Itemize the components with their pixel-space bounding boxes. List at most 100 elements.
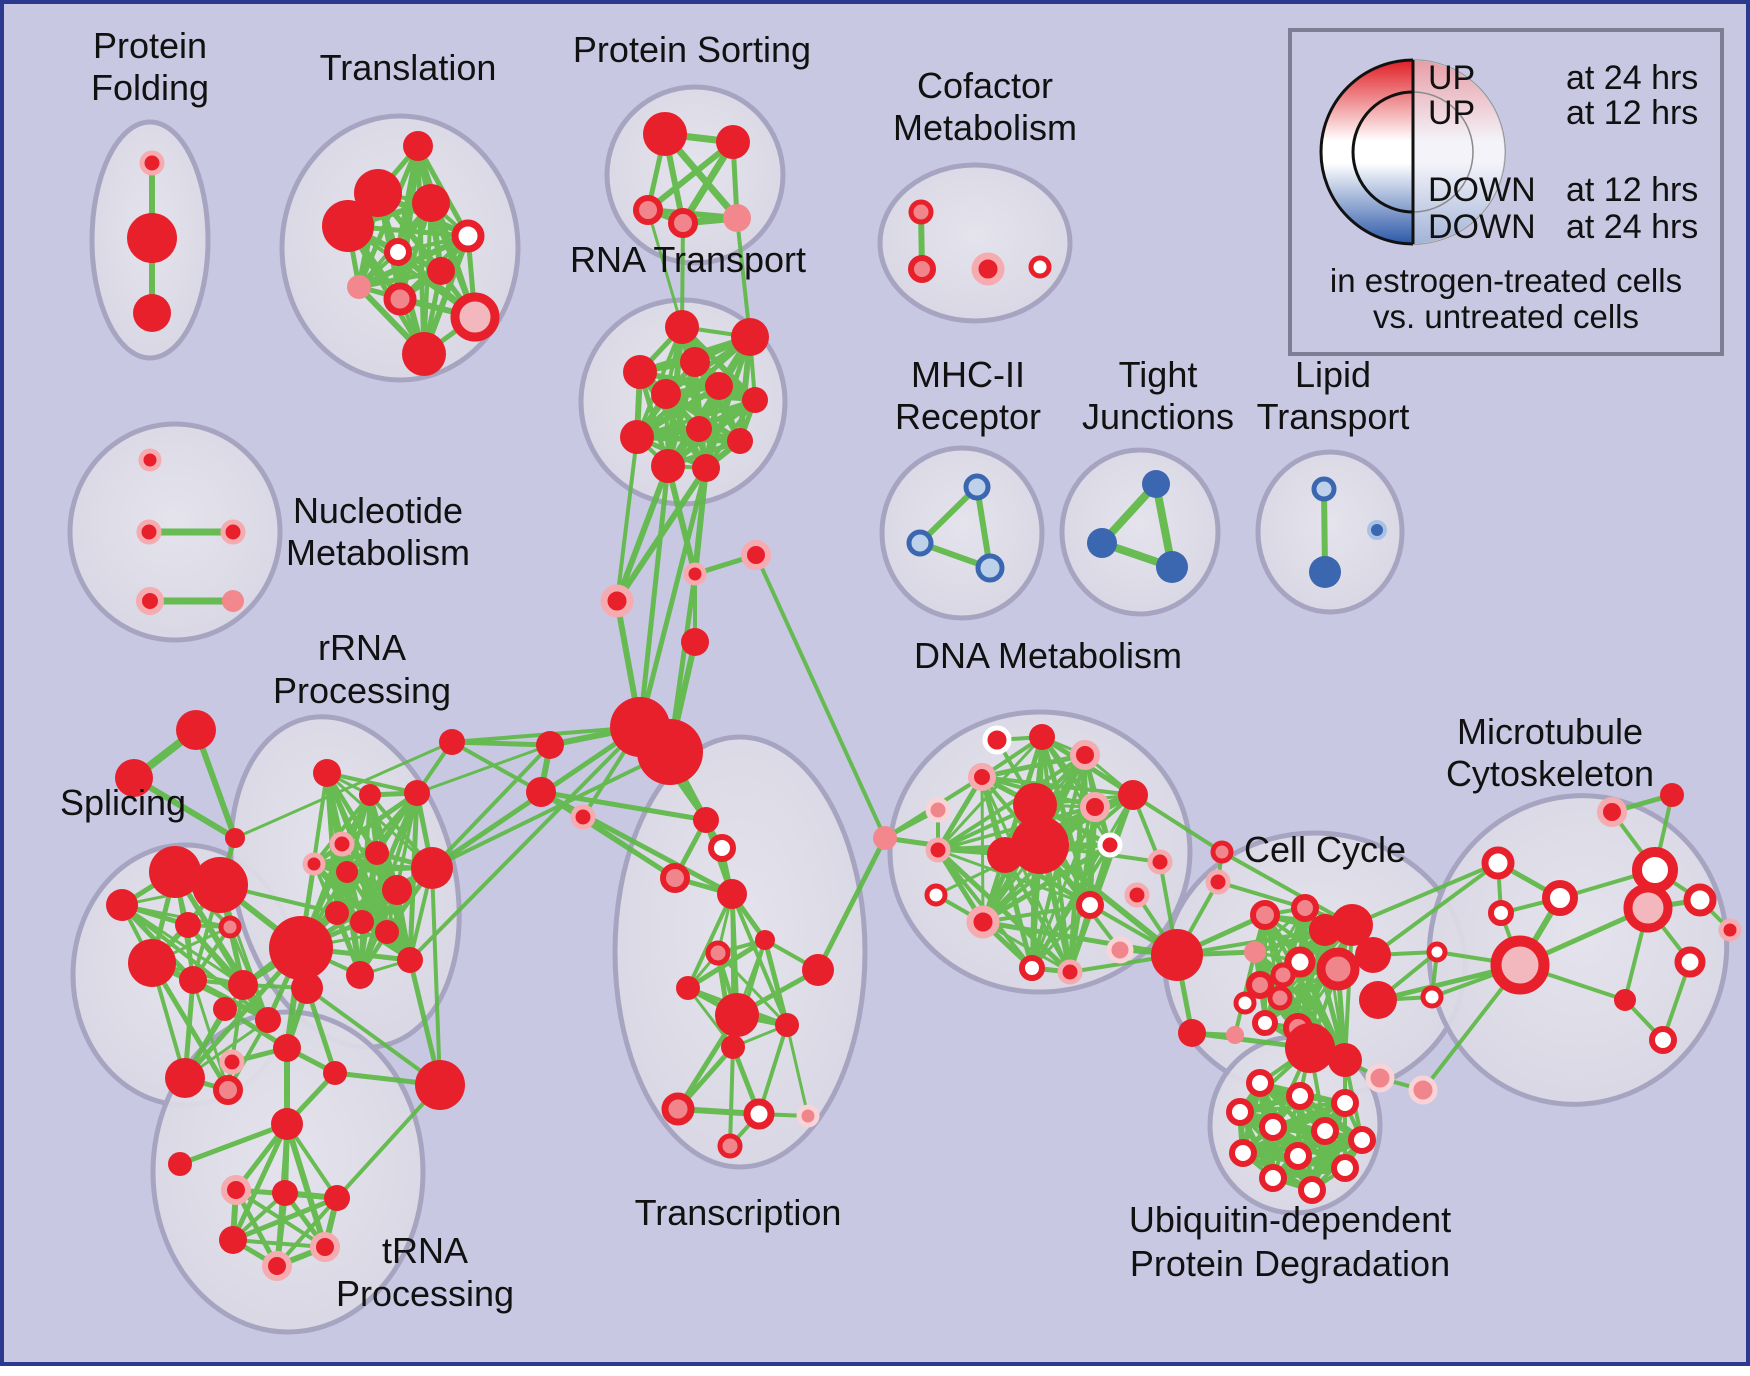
node-CC21 [1178, 1019, 1206, 1047]
node-D15 [924, 883, 948, 907]
network-edge [936, 753, 1087, 852]
nodes-layer [106, 112, 1742, 1281]
cluster-ellipse-tight-junctions [1059, 447, 1221, 617]
node-R4 [329, 831, 355, 857]
network-edge [408, 725, 642, 962]
legend-time-label: at 24 hrs [1566, 59, 1698, 97]
node-U4 [1226, 1098, 1254, 1126]
node-C1 [536, 731, 564, 759]
legend-glyph-fade [1413, 60, 1505, 244]
node-CC10 [1355, 937, 1391, 973]
network-edge [335, 1083, 442, 1200]
network-edge [275, 1196, 339, 1268]
node-T10 [450, 292, 500, 342]
cluster-label-nucleotide: Nucleotide [293, 490, 463, 531]
node-D9 [1011, 816, 1069, 874]
node-PS3 [633, 195, 663, 225]
cluster-label-ubiquitin: Protein Degradation [1130, 1243, 1450, 1284]
node-C7 [741, 540, 771, 570]
legend-time-label: at 12 hrs [1566, 171, 1698, 209]
node-R2 [359, 784, 381, 806]
node-RH2 [291, 972, 323, 1004]
network-edge [980, 775, 1072, 974]
node-TJ1 [1142, 470, 1170, 498]
node-RT10 [651, 449, 685, 483]
node-MT3 [1488, 900, 1514, 926]
node-SP1 [149, 846, 201, 898]
node-MT2 [1542, 880, 1578, 916]
node-CC8 [1270, 962, 1296, 988]
node-R11 [350, 910, 374, 934]
node-D4 [968, 763, 996, 791]
node-D7 [1080, 792, 1110, 822]
legend-direction-label: UP [1428, 94, 1475, 132]
node-TXm [743, 1098, 775, 1130]
network-edge [936, 848, 1092, 907]
cluster-label-lipid: Lipid [1295, 354, 1371, 395]
node-CC9 [1316, 947, 1360, 991]
cluster-label-microtubule: Microtubule [1457, 711, 1643, 752]
node-RT9 [686, 416, 712, 442]
node-R7 [336, 861, 358, 883]
node-TXn [796, 1104, 820, 1128]
node-SP4 [175, 912, 201, 938]
node-RT11 [692, 454, 720, 482]
node-MT5 [1490, 935, 1550, 995]
node-TXa [708, 834, 736, 862]
network-edge [305, 986, 442, 1087]
node-MTi [1718, 918, 1742, 942]
network-edge [703, 334, 753, 471]
network-edge [230, 1195, 340, 1243]
network-edge [754, 553, 887, 840]
node-RH [269, 916, 333, 980]
node-D6 [1118, 780, 1148, 810]
node-TR8 [272, 1180, 298, 1206]
network-edge [120, 903, 270, 1022]
cluster-label-mhc: Receptor [895, 396, 1041, 437]
legend-time-label: at 24 hrs [1566, 208, 1698, 246]
node-OV2 [1210, 840, 1234, 864]
legend-direction-label: DOWN [1428, 171, 1536, 209]
node-CC11 [1246, 971, 1274, 999]
legend-time-label: at 12 hrs [1566, 94, 1698, 132]
cluster-label-protein-folding: Folding [91, 67, 209, 108]
node-SP6 [128, 939, 176, 987]
cluster-label-rrna: rRNA [318, 627, 406, 668]
network-edge [980, 842, 1113, 925]
network-edge [735, 216, 752, 339]
node-L3 [1367, 520, 1387, 540]
node-T2 [354, 169, 402, 217]
node-T5 [451, 219, 485, 253]
node-U3 [1331, 1089, 1359, 1117]
node-TR5 [271, 1108, 303, 1140]
node-RT8 [620, 420, 654, 454]
network-edge [680, 221, 685, 329]
node-SP5 [218, 915, 242, 939]
node-R3 [404, 780, 430, 806]
node-D14 [925, 837, 951, 863]
node-TXb [660, 863, 690, 893]
node-PF2 [127, 213, 177, 263]
node-TXh [802, 954, 834, 986]
cluster-ellipse-transcription [612, 734, 868, 1170]
node-D18 [1124, 882, 1150, 908]
node-R5 [302, 852, 326, 876]
network-edge [312, 793, 372, 866]
network-edge [935, 774, 985, 853]
network-edge [665, 463, 698, 577]
cluster-label-protein-sorting: Protein Sorting [573, 29, 811, 70]
network-edge [979, 752, 1088, 780]
network-edge [450, 740, 543, 794]
node-D20 [1151, 929, 1203, 981]
network-edge [637, 463, 671, 730]
network-edge [284, 1121, 328, 1250]
node-D16 [966, 905, 1000, 939]
node-PS2 [716, 125, 750, 159]
network-edge [646, 208, 684, 329]
node-R8 [411, 847, 453, 889]
network-edge [430, 750, 672, 870]
node-M2 [906, 529, 934, 557]
network-edge [1350, 861, 1500, 927]
node-C4 [600, 584, 634, 618]
